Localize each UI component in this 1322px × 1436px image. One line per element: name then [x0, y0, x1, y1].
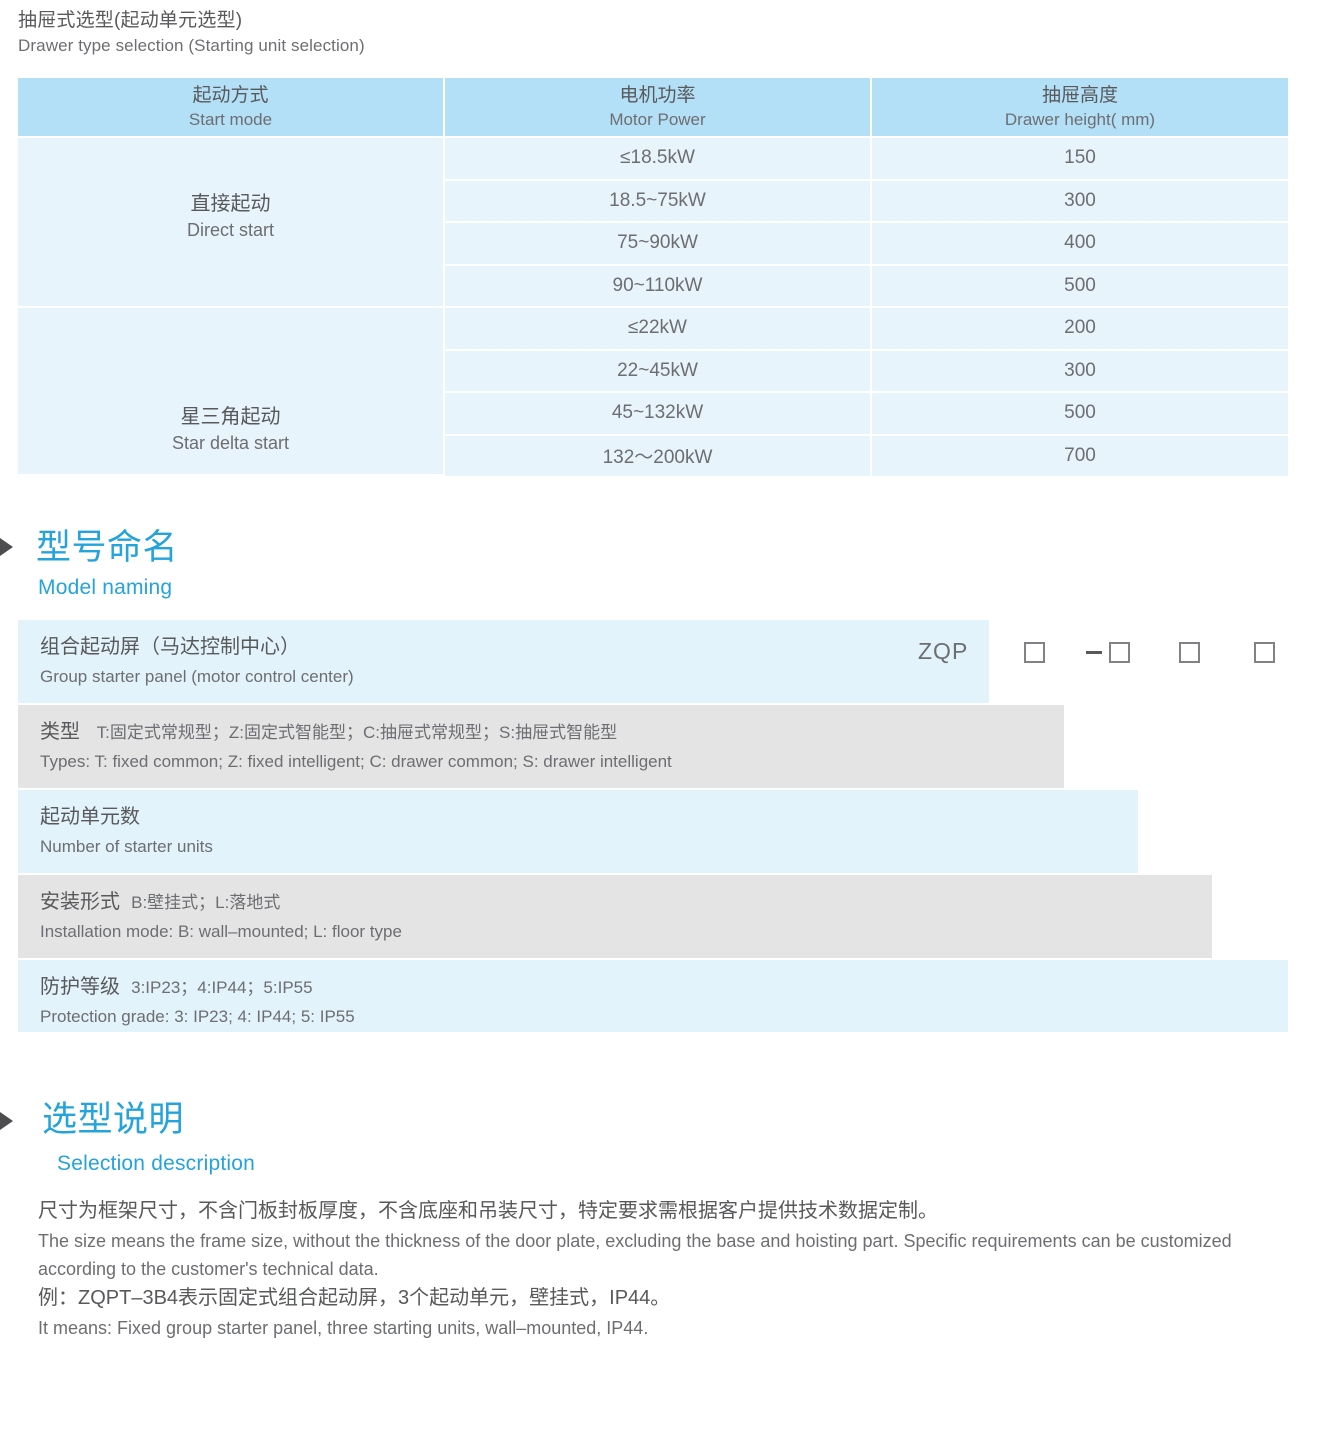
- naming-text-block: 安装形式 B:壁挂式；L:落地式 Installation mode: B: w…: [40, 887, 402, 946]
- naming-line-english: Group starter panel (motor control cente…: [40, 667, 354, 686]
- model-naming-diagram: 组合起动屏（马达控制中心） Group starter panel (motor…: [18, 620, 1288, 1032]
- description-line: The size means the frame size, without t…: [38, 1231, 1232, 1279]
- drawer-height-cell: 150: [872, 138, 1288, 181]
- description-line: 尺寸为框架尺寸，不含门板封板厚度，不含底座和吊装尺寸，特定要求需根据客户提供技术…: [38, 1200, 938, 1222]
- motor-power-cell: 18.5~75kW: [445, 180, 872, 223]
- naming-line-chinese: 安装形式 B:壁挂式；L:落地式: [40, 891, 281, 913]
- caption-chinese: 抽屉式选型(起动单元选型): [18, 10, 243, 31]
- naming-text-block: 防护等级 3:IP23；4:IP44；5:IP55 Protection gra…: [40, 972, 355, 1031]
- section-title-chinese: 选型说明: [42, 1100, 185, 1139]
- description-line: It means: Fixed group starter panel, thr…: [38, 1318, 649, 1338]
- table-row: 75~90kW 400: [18, 223, 1288, 266]
- model-code-separator-dash: [1086, 651, 1102, 654]
- naming-line-chinese: 起动单元数: [40, 806, 140, 828]
- motor-power-cell: 45~132kW: [445, 393, 872, 436]
- drawer-height-cell: 200: [872, 308, 1288, 351]
- column-header-start-mode: 起动方式 Start mode: [18, 78, 445, 138]
- start-mode-star-delta: 星三角起动 Star delta start: [18, 308, 445, 476]
- motor-power-cell: 22~45kW: [445, 350, 872, 393]
- drawer-height-cell: 300: [872, 180, 1288, 223]
- naming-line-english: Types: T: fixed common; Z: fixed intelli…: [40, 752, 672, 771]
- model-code-prefix: ZQP: [918, 638, 969, 664]
- naming-line-english: Number of starter units: [40, 837, 213, 856]
- triangle-bullet-icon: [0, 1112, 13, 1130]
- motor-power-cell: ≤18.5kW: [445, 138, 872, 181]
- drawer-height-cell: 500: [872, 393, 1288, 436]
- table-row: 直接起动 Direct start ≤18.5kW 150: [18, 138, 1288, 308]
- naming-line-chinese: 防护等级 3:IP23；4:IP44；5:IP55: [40, 976, 313, 998]
- table-row: 132～200kW 700: [18, 435, 1288, 476]
- naming-line-chinese: 组合起动屏（马达控制中心）: [40, 636, 300, 658]
- model-code-checkbox-protection[interactable]: [1254, 642, 1275, 663]
- naming-band-installation: 安装形式 B:壁挂式；L:落地式 Installation mode: B: w…: [18, 875, 1212, 958]
- section-title-english: Model naming: [38, 576, 173, 599]
- drawer-height-cell: 300: [872, 350, 1288, 393]
- model-code-checkbox-type[interactable]: [1024, 642, 1045, 663]
- column-header-motor-power: 电机功率 Motor Power: [445, 78, 872, 138]
- naming-line-english: Protection grade: 3: IP23; 4: IP44; 5: I…: [40, 1007, 355, 1026]
- naming-band-protection: 防护等级 3:IP23；4:IP44；5:IP55 Protection gra…: [18, 960, 1288, 1032]
- column-header-drawer-height: 抽屉高度 Drawer height( mm): [872, 78, 1288, 138]
- motor-power-cell: 132～200kW: [445, 435, 872, 476]
- drawer-height-cell: 400: [872, 223, 1288, 266]
- motor-power-cell: 90~110kW: [445, 265, 872, 308]
- naming-band-product: 组合起动屏（马达控制中心） Group starter panel (motor…: [18, 620, 989, 703]
- motor-power-cell: 75~90kW: [445, 223, 872, 266]
- naming-text-block: 组合起动屏（马达控制中心） Group starter panel (motor…: [40, 632, 354, 691]
- section-title-chinese: 型号命名: [36, 528, 179, 567]
- table-row: 18.5~75kW 300: [18, 180, 1288, 223]
- naming-line-english: Installation mode: B: wall–mounted; L: f…: [40, 922, 402, 941]
- table-row: 90~110kW 500: [18, 265, 1288, 308]
- model-code-checkbox-unit-count[interactable]: [1109, 642, 1130, 663]
- motor-power-cell: ≤22kW: [445, 308, 872, 351]
- triangle-bullet-icon: [0, 538, 13, 556]
- caption-english: Drawer type selection (Starting unit sel…: [18, 36, 365, 55]
- description-line: 例：ZQPT–3B4表示固定式组合起动屏，3个起动单元，壁挂式，IP44。: [38, 1287, 671, 1309]
- naming-text-block: 起动单元数 Number of starter units: [40, 802, 213, 861]
- drawer-selection-table: 起动方式 Start mode 电机功率 Motor Power 抽屉高度 Dr…: [18, 78, 1288, 476]
- start-mode-direct: 直接起动 Direct start: [18, 138, 445, 308]
- drawer-height-cell: 500: [872, 265, 1288, 308]
- section-title-english: Selection description: [57, 1152, 255, 1175]
- naming-text-block: 类型 T:固定式常规型；Z:固定式智能型；C:抽屉式常规型；S:抽屉式智能型 T…: [40, 717, 672, 776]
- drawer-height-cell: 700: [872, 435, 1288, 476]
- model-code-checkbox-installation[interactable]: [1179, 642, 1200, 663]
- naming-band-types: 类型 T:固定式常规型；Z:固定式智能型；C:抽屉式常规型；S:抽屉式智能型 T…: [18, 705, 1064, 788]
- table-header-row: 起动方式 Start mode 电机功率 Motor Power 抽屉高度 Dr…: [18, 78, 1288, 138]
- naming-band-unit-count: 起动单元数 Number of starter units: [18, 790, 1138, 873]
- table-row: 45~132kW 500: [18, 393, 1288, 436]
- naming-line-chinese: 类型 T:固定式常规型；Z:固定式智能型；C:抽屉式常规型；S:抽屉式智能型: [40, 721, 618, 743]
- page-caption: 抽屉式选型(起动单元选型) Drawer type selection (Sta…: [18, 8, 918, 58]
- table-row: 星三角起动 Star delta start ≤22kW 200: [18, 308, 1288, 476]
- selection-description-body: 尺寸为框架尺寸，不含门板封板厚度，不含底座和吊装尺寸，特定要求需根据客户提供技术…: [38, 1196, 1294, 1342]
- table-row: 22~45kW 300: [18, 350, 1288, 393]
